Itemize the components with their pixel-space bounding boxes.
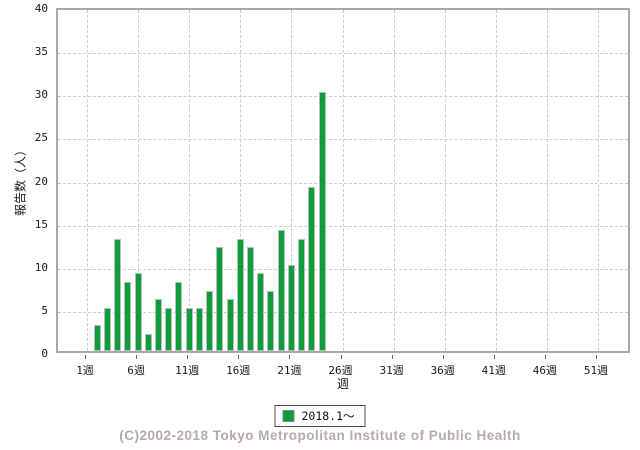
x-tick-label-46: 46週 xyxy=(532,364,558,377)
x-tick-mark xyxy=(442,355,444,359)
y-tick-label-35: 35 xyxy=(34,45,48,59)
gridline-vertical xyxy=(546,10,548,351)
bar-week-21 xyxy=(287,265,295,351)
legend: 2018.1～ xyxy=(274,405,366,427)
x-tick-mark xyxy=(85,355,86,359)
x-tick-label-21: 21週 xyxy=(277,364,302,377)
y-tick-label-0: 0 xyxy=(41,347,48,360)
bar-week-13 xyxy=(206,291,214,351)
bar-week-14 xyxy=(216,247,224,351)
bar-week-8 xyxy=(155,299,163,351)
bar-week-24 xyxy=(318,92,326,351)
x-tick-mark xyxy=(289,355,291,359)
x-tick-mark xyxy=(340,355,342,359)
x-tick-label-36: 36週 xyxy=(430,364,455,377)
x-tick-label-51: 51週 xyxy=(583,364,609,377)
y-tick-label-40: 40 xyxy=(34,2,48,15)
y-tick-label-20: 20 xyxy=(34,174,48,188)
gridline-vertical xyxy=(495,10,497,351)
bar-week-23 xyxy=(308,187,316,351)
x-tick-label-41: 41週 xyxy=(481,364,506,377)
bar-week-10 xyxy=(175,282,183,351)
x-tick-label-1: 1週 xyxy=(76,364,94,377)
y-tick-label-25: 25 xyxy=(34,131,48,145)
bar-week-19 xyxy=(267,291,275,351)
y-tick-label-15: 15 xyxy=(34,217,48,231)
bar-week-3 xyxy=(103,308,111,351)
bar-week-12 xyxy=(195,308,203,351)
legend-swatch-icon xyxy=(282,410,295,422)
x-tick-label-26: 26週 xyxy=(328,364,353,377)
x-tick-mark xyxy=(493,355,495,359)
x-tick-mark xyxy=(391,355,393,359)
y-tick-label-30: 30 xyxy=(34,88,48,102)
gridline-vertical xyxy=(138,10,140,351)
plot-area xyxy=(56,8,630,353)
bar-week-2 xyxy=(93,325,101,351)
bar-week-11 xyxy=(185,308,193,351)
x-tick-mark xyxy=(187,355,189,359)
bar-week-16 xyxy=(236,239,244,351)
y-tick-label-5: 5 xyxy=(41,303,48,317)
x-tick-label-31: 31週 xyxy=(379,364,404,377)
gridline-vertical xyxy=(393,10,395,351)
bar-week-20 xyxy=(277,230,285,351)
gridline-vertical xyxy=(342,10,344,351)
bar-week-15 xyxy=(226,299,234,351)
x-axis-title: 週 xyxy=(336,377,350,391)
gridline-vertical xyxy=(598,10,599,351)
gridline-vertical xyxy=(240,10,242,351)
x-tick-label-6: 6週 xyxy=(127,364,145,377)
bar-week-5 xyxy=(124,282,132,351)
x-tick-mark xyxy=(544,355,546,359)
bar-week-17 xyxy=(247,247,255,351)
bar-week-4 xyxy=(114,239,122,351)
gridline-vertical xyxy=(87,10,88,351)
x-tick-mark xyxy=(238,355,240,359)
bar-week-6 xyxy=(134,273,142,351)
gridline-vertical xyxy=(291,10,293,351)
bar-week-22 xyxy=(298,239,306,351)
bar-week-7 xyxy=(144,334,152,351)
gridline-vertical xyxy=(444,10,446,351)
legend-label: 2018.1～ xyxy=(301,409,355,423)
copyright-text: (C)2002-2018 Tokyo Metropolitan Institut… xyxy=(119,428,521,443)
y-tick-label-10: 10 xyxy=(34,260,48,274)
gridline-vertical xyxy=(189,10,191,351)
x-tick-mark xyxy=(596,355,597,359)
bar-week-18 xyxy=(257,273,265,351)
bar-week-9 xyxy=(165,308,173,351)
x-tick-label-11: 11週 xyxy=(175,364,200,377)
x-tick-mark xyxy=(136,355,138,359)
x-tick-label-16: 16週 xyxy=(226,364,251,377)
